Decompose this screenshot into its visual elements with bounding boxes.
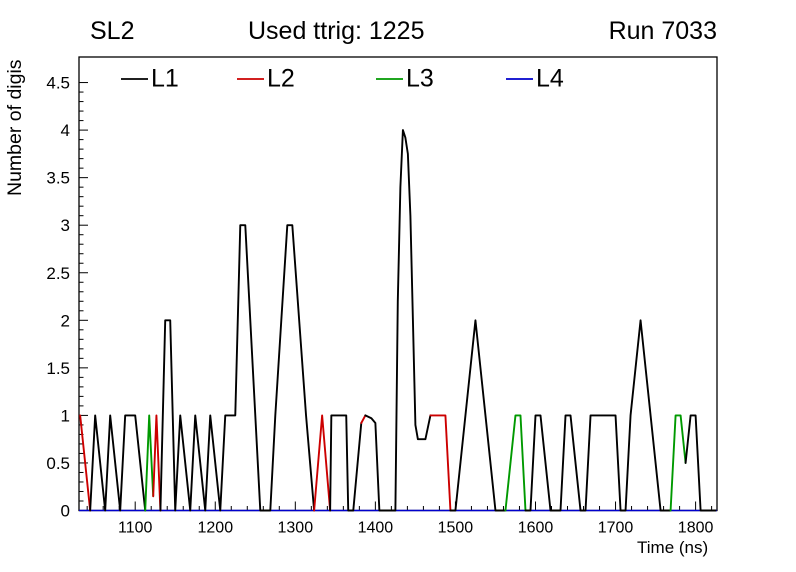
svg-text:1800: 1800 (678, 520, 714, 537)
svg-text:2.5: 2.5 (46, 264, 70, 283)
svg-text:3: 3 (61, 216, 70, 235)
svg-text:1.5: 1.5 (46, 359, 70, 378)
svg-text:1200: 1200 (198, 520, 234, 537)
svg-text:3.5: 3.5 (46, 169, 70, 188)
svg-text:L4: L4 (536, 65, 564, 93)
svg-text:1700: 1700 (598, 520, 634, 537)
svg-text:1600: 1600 (518, 520, 554, 537)
svg-text:L3: L3 (406, 65, 434, 93)
svg-text:1: 1 (61, 406, 70, 425)
svg-text:1100: 1100 (118, 520, 153, 537)
svg-text:1500: 1500 (438, 520, 474, 537)
svg-text:L2: L2 (267, 65, 295, 93)
svg-text:0.5: 0.5 (46, 454, 70, 473)
svg-text:0: 0 (61, 502, 70, 521)
svg-text:L1: L1 (151, 65, 179, 93)
svg-text:4.5: 4.5 (46, 74, 70, 93)
svg-text:4: 4 (61, 121, 70, 140)
svg-text:1400: 1400 (358, 520, 394, 537)
svg-text:1300: 1300 (278, 520, 314, 537)
svg-text:2: 2 (61, 311, 70, 330)
